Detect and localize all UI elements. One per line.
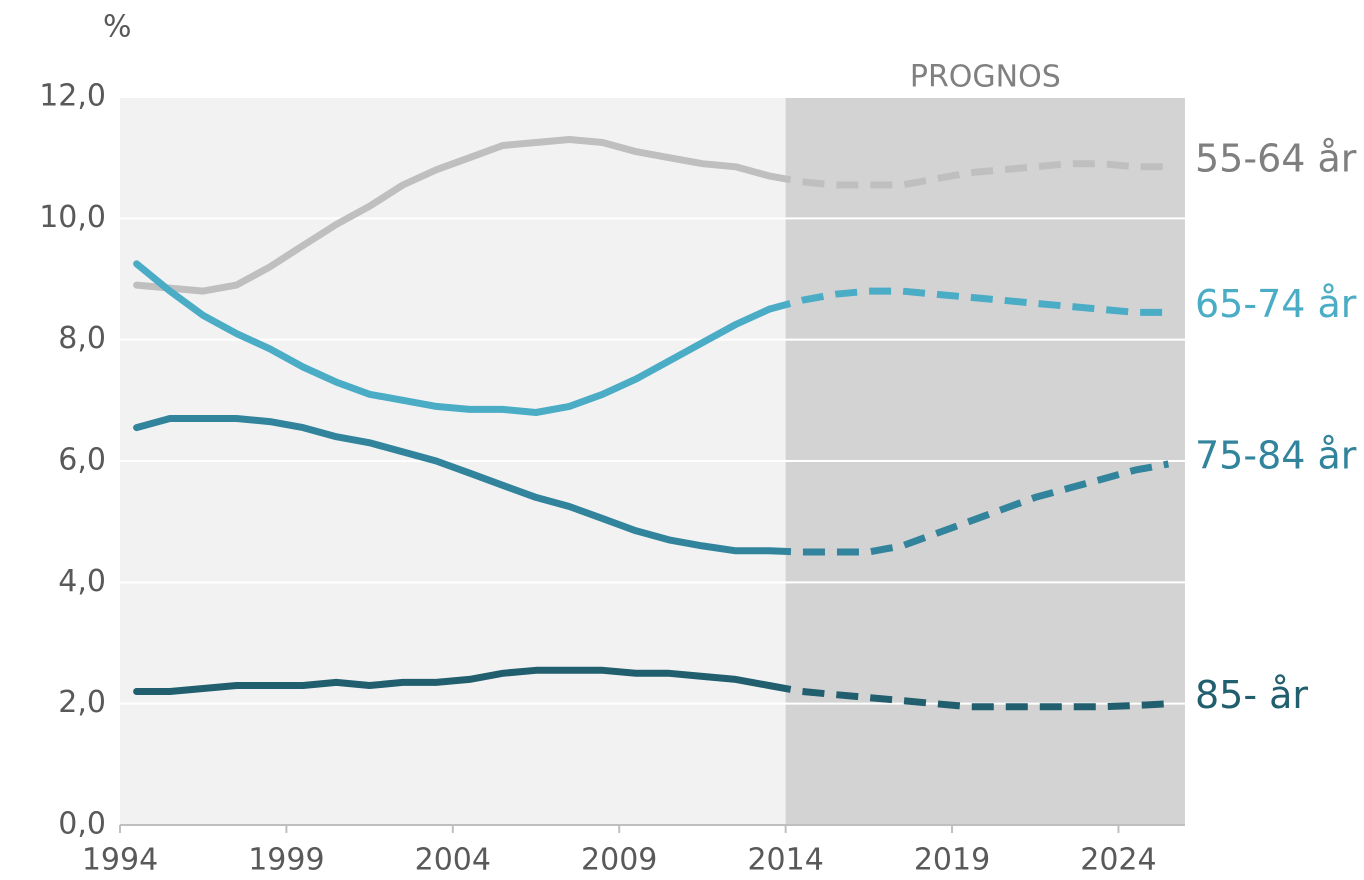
x-tick-label: 2009 [581, 843, 657, 878]
y-tick-label: 4,0 [58, 564, 106, 599]
prognos-label: PROGNOS [910, 60, 1061, 95]
y-tick-label: 6,0 [58, 443, 106, 478]
x-tick-label: 1999 [248, 843, 324, 878]
y-tick-label: 2,0 [58, 685, 106, 720]
series-label: 75-84 år [1195, 434, 1357, 478]
y-axis-unit: % [103, 10, 132, 45]
x-tick-label: 2004 [415, 843, 491, 878]
series-label: 85- år [1195, 673, 1308, 717]
series-line-prognos [768, 460, 1170, 556]
series-line [133, 415, 773, 555]
x-tick-label: 2024 [1080, 843, 1156, 878]
series-label: 65-74 år [1195, 282, 1357, 326]
x-tick-label: 2019 [914, 843, 990, 878]
y-tick-label: 8,0 [58, 321, 106, 356]
series-label: 55-64 år [1195, 136, 1357, 180]
y-tick-label: 10,0 [39, 200, 106, 235]
y-tick-label: 12,0 [39, 79, 106, 114]
series-line-prognos [768, 287, 1169, 316]
x-tick-label: 2014 [747, 843, 823, 878]
x-tick-label: 1994 [82, 843, 158, 878]
series-line [133, 260, 773, 416]
y-tick-label: 0,0 [58, 807, 106, 842]
series-line [133, 136, 773, 295]
series-line [133, 666, 773, 695]
